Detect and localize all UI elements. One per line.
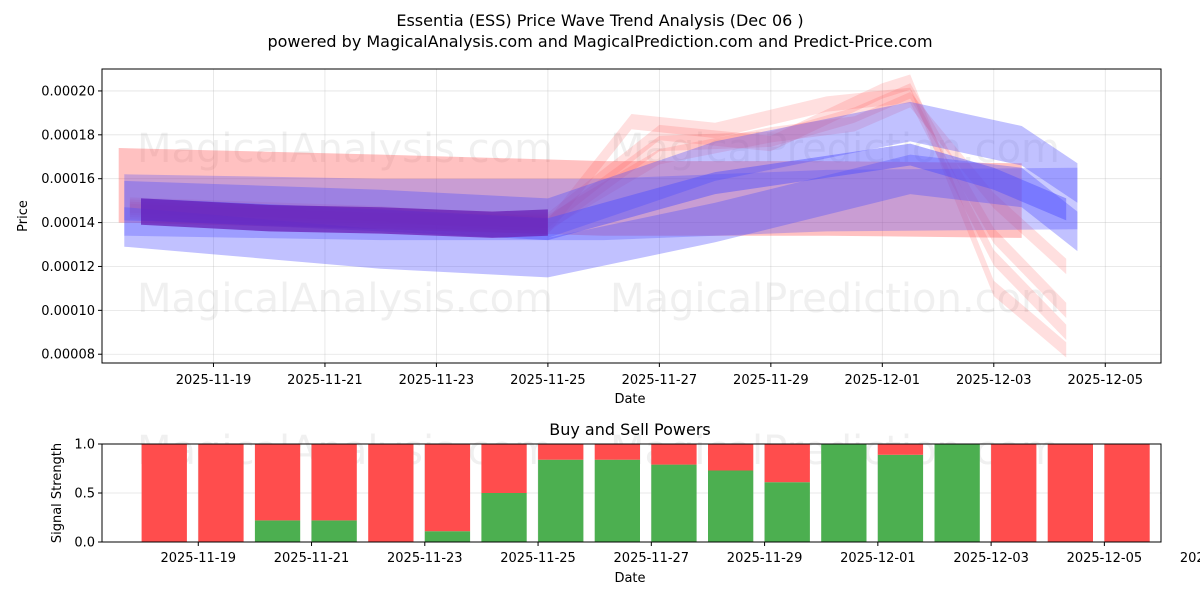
watermark-text: MagicalPrediction.com — [610, 126, 1060, 172]
price-y-tick-label: 0.00010 — [41, 304, 95, 319]
sell-power-bar — [708, 444, 754, 471]
powers-x-tick-label: 2025-11-19 — [160, 551, 236, 566]
chart-subtitle: powered by MagicalAnalysis.com and Magic… — [267, 32, 932, 51]
powers-x-tick-label: 2025-11-29 — [727, 551, 803, 566]
price-grid — [102, 69, 1161, 363]
powers-bars — [141, 444, 1150, 542]
sell-power-bar — [141, 444, 187, 542]
sell-power-bar — [481, 444, 527, 493]
sell-power-bar — [594, 444, 640, 460]
buy-power-bar — [311, 520, 357, 542]
powers-y-tick-label: 0.5 — [74, 487, 95, 502]
powers-title: Buy and Sell Powers — [549, 420, 711, 439]
sell-power-bar — [1047, 444, 1093, 542]
buy-power-bar — [877, 454, 924, 542]
price-x-tick-label: 2025-12-01 — [845, 373, 921, 388]
buy-power-bar — [764, 482, 810, 542]
sell-power-bar — [877, 444, 924, 455]
price-axes-frame — [101, 68, 1162, 364]
sell-power-bar — [538, 444, 584, 460]
buy-power-bar — [651, 464, 697, 542]
price-x-tick-label: 2025-11-27 — [622, 373, 698, 388]
buy-power-bar — [934, 444, 980, 542]
powers-x-label: Date — [614, 571, 645, 586]
price-x-tick-label: 2025-12-03 — [956, 373, 1032, 388]
price-x-label: Date — [614, 392, 645, 407]
buy-power-bar — [481, 493, 527, 542]
price-watermarks: MagicalAnalysis.com MagicalPrediction.com… — [137, 126, 1060, 322]
price-y-label: Price — [16, 200, 31, 232]
powers-x-tick-label: 2025-11-27 — [614, 551, 690, 566]
powers-x-ticks: 2025-11-19 2025-11-21 2025-11-23 2025-11-25… — [160, 542, 1200, 566]
chart-title: Essentia (ESS) Price Wave Trend Analysis… — [396, 11, 803, 30]
price-x-tick-label: 2025-11-23 — [399, 373, 475, 388]
price-y-ticks: 0.00008 0.00010 0.00012 0.00014 0.00016 0.000… — [41, 84, 102, 363]
price-y-tick-label: 0.00020 — [41, 84, 95, 99]
sell-power-bar — [198, 444, 244, 542]
buy-power-bar — [254, 520, 301, 542]
sell-power-bar — [311, 444, 357, 521]
price-y-tick-label: 0.00018 — [41, 128, 95, 143]
powers-x-tick-label: 2025-11-21 — [274, 551, 350, 566]
price-x-tick-label: 2025-11-25 — [510, 373, 586, 388]
powers-x-tick-label: 2025-12-03 — [953, 551, 1029, 566]
price-y-tick-label: 0.00012 — [41, 260, 95, 275]
sell-power-bar — [1104, 444, 1150, 542]
price-y-tick-label: 0.00014 — [41, 216, 95, 231]
watermark-text: MagicalAnalysis.com — [137, 126, 553, 172]
powers-y-ticks: 0.0 0.5 1.0 — [74, 438, 102, 551]
price-x-tick-label: 2025-11-19 — [176, 373, 252, 388]
price-x-ticks: 2025-11-19 2025-11-21 2025-11-23 2025-11-25… — [176, 363, 1143, 388]
buy-power-bar — [538, 459, 584, 542]
price-bands — [118, 74, 1078, 358]
sell-power-bar — [764, 444, 810, 483]
watermark-text: MagicalAnalysis.com — [137, 276, 553, 322]
price-x-tick-label: 2025-11-29 — [733, 373, 809, 388]
powers-x-tick-label: 2025-11-23 — [387, 551, 463, 566]
powers-y-label: Signal Strength — [50, 443, 65, 543]
sell-power-bar — [254, 444, 301, 521]
blue-wave-band — [124, 154, 1078, 278]
price-y-tick-label: 0.00008 — [41, 348, 95, 363]
powers-y-tick-label: 0.0 — [74, 536, 95, 551]
powers-y-tick-label: 1.0 — [74, 438, 95, 453]
purple-wave-band — [141, 198, 548, 238]
price-y-tick-label: 0.00016 — [41, 172, 95, 187]
buy-power-bar — [821, 444, 867, 542]
powers-x-tick-label: 2025-12-05 — [1067, 551, 1143, 566]
price-x-tick-label: 2025-12-05 — [1067, 373, 1143, 388]
buy-power-bar — [424, 531, 471, 542]
buy-power-bar — [594, 459, 640, 542]
sell-power-bar — [651, 444, 697, 465]
sell-power-bar — [368, 444, 414, 542]
sell-power-bar — [424, 444, 471, 532]
watermark-text: MagicalPrediction.com — [610, 276, 1060, 322]
powers-x-tick-label: 2025-12-01 — [840, 551, 916, 566]
price-x-tick-label: 2025-11-21 — [287, 373, 363, 388]
buy-power-bar — [708, 470, 754, 542]
powers-x-tick-label: 2025-11-25 — [500, 551, 576, 566]
sell-power-bar — [991, 444, 1037, 542]
powers-x-tick-label: 2025-12-07 — [1180, 551, 1200, 566]
blue-wave-band — [124, 101, 1078, 238]
